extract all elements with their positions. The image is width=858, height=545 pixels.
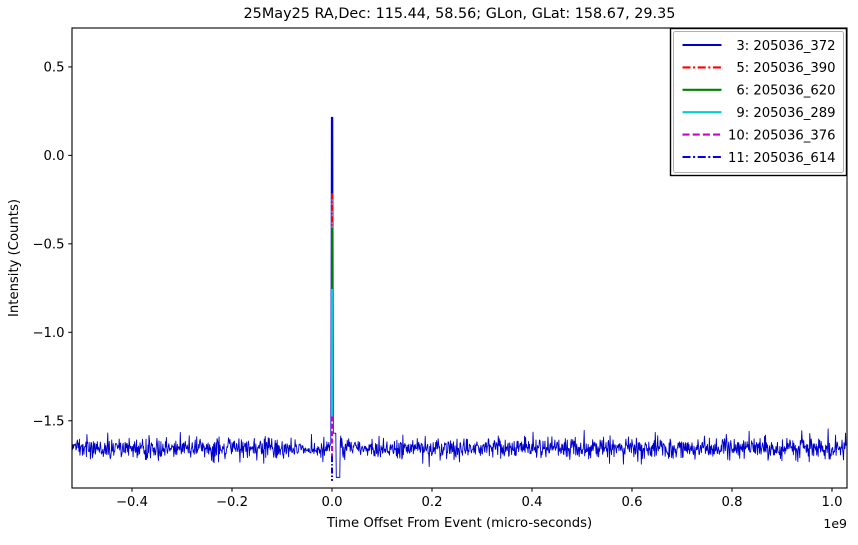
xtick-label-2: 0.0 bbox=[322, 495, 343, 510]
legend-label-4: 10: 205036_376 bbox=[728, 128, 836, 143]
xtick-label-6: 0.8 bbox=[722, 495, 743, 510]
series-baseline-noise bbox=[72, 116, 847, 478]
ytick-label-2: −0.5 bbox=[32, 237, 64, 252]
ytick-label-4: −1.5 bbox=[32, 414, 64, 429]
x-axis-exponent-label: 1e9 bbox=[823, 516, 847, 531]
x-axis-label: Time Offset From Event (micro-seconds) bbox=[326, 516, 592, 531]
ytick-label-1: 0.0 bbox=[44, 149, 65, 164]
xtick-label-5: 0.6 bbox=[622, 495, 643, 510]
legend: 3: 205036_372 5: 205036_390 6: 205036_620 9… bbox=[669, 27, 848, 177]
legend-label-3: 9: 205036_289 bbox=[736, 106, 835, 121]
chart-title: 25May25 RA,Dec: 115.44, 58.56; GLon, GLa… bbox=[244, 6, 676, 22]
axes-group: −0.4 −0.2 0.0 0.2 0.4 0.6 0.8 1.0 0.5 0.0 −0.5 −1.0… bbox=[7, 6, 848, 531]
ytick-label-0: 0.5 bbox=[44, 61, 65, 76]
xtick-label-4: 0.4 bbox=[522, 495, 543, 510]
legend-label-2: 6: 205036_620 bbox=[736, 84, 835, 99]
xtick-label-1: −0.2 bbox=[216, 495, 248, 510]
legend-label-5: 11: 205036_614 bbox=[728, 151, 836, 166]
xtick-label-0: −0.4 bbox=[116, 495, 148, 510]
data-group bbox=[72, 116, 847, 481]
xtick-label-3: 0.2 bbox=[422, 495, 443, 510]
axes-frame bbox=[71, 27, 848, 489]
xtick-label-7: 1.0 bbox=[822, 495, 843, 510]
y-axis-label: Intensity (Counts) bbox=[7, 199, 22, 317]
legend-label-0: 3: 205036_372 bbox=[736, 39, 835, 54]
legend-label-1: 5: 205036_390 bbox=[736, 61, 835, 76]
legend-outer-border bbox=[669, 27, 848, 177]
ytick-label-3: −1.0 bbox=[32, 326, 64, 341]
